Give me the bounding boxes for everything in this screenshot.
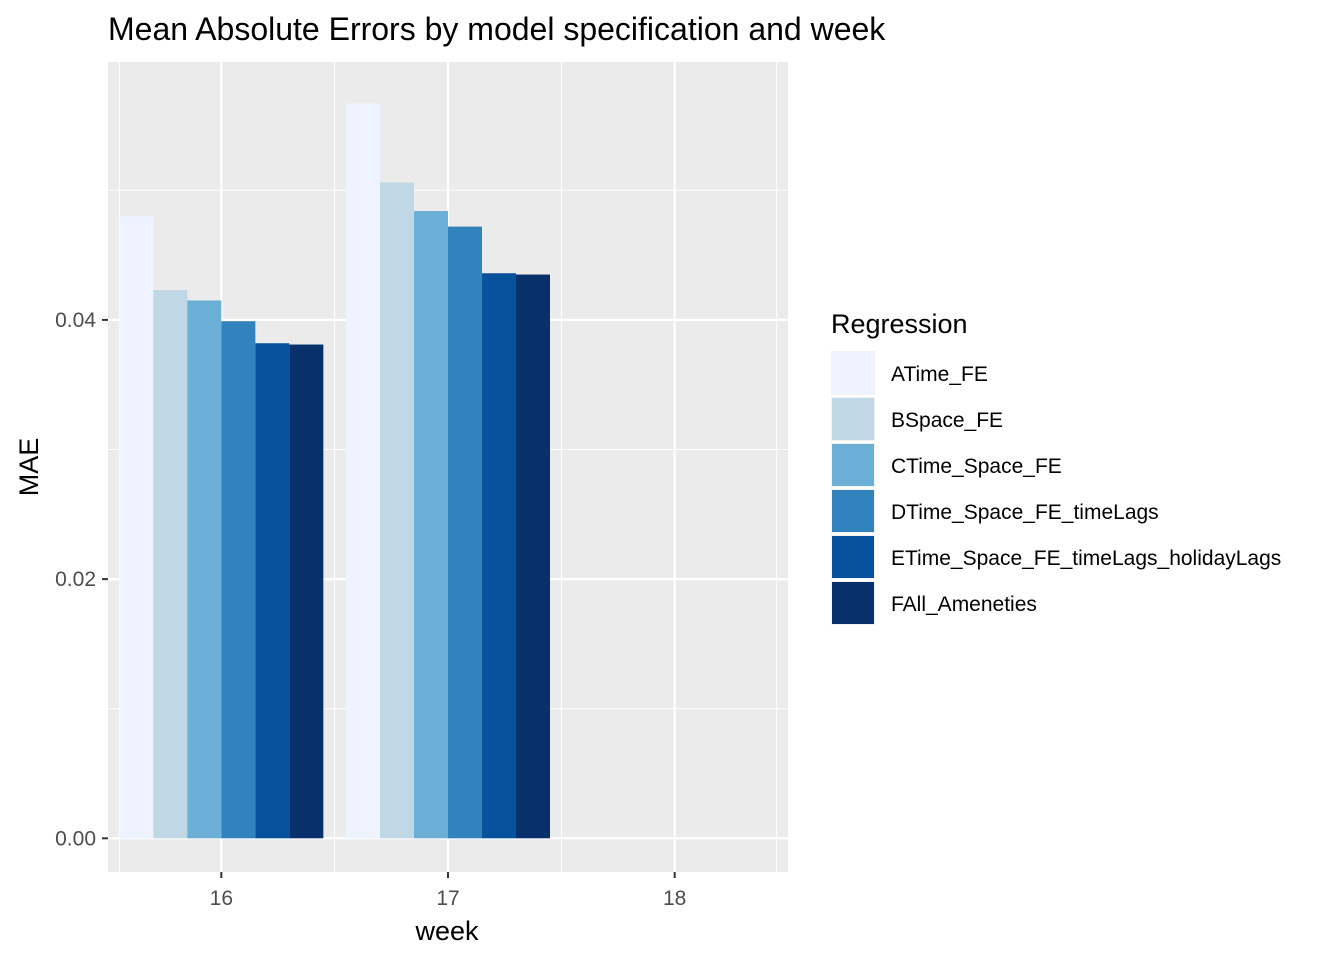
- y-axis-title: MAE: [14, 438, 44, 497]
- y-tick-label: 0.00: [55, 827, 96, 850]
- legend-label: DTime_Space_FE_timeLags: [891, 501, 1159, 524]
- chart-title: Mean Absolute Errors by model specificat…: [108, 11, 886, 47]
- x-tick-label: 18: [663, 887, 686, 910]
- legend-label: CTime_Space_FE: [891, 455, 1062, 478]
- legend-swatch: [832, 582, 874, 624]
- bars: [119, 103, 550, 839]
- y-axis: 0.00 0.02 0.04: [55, 309, 108, 850]
- x-tick-label: 16: [210, 887, 233, 910]
- bar-BSpace_FE-week-16: [153, 290, 188, 839]
- bar-FAll_Ameneties-week-17: [516, 274, 550, 839]
- bar-ETime_Space_FE_timeLags_holidayLags-week-16: [255, 343, 290, 839]
- y-tick-label: 0.02: [55, 568, 96, 591]
- legend-swatch: [832, 490, 874, 532]
- bar-ETime_Space_FE_timeLags_holidayLags-week-17: [482, 273, 516, 839]
- x-axis: 16 17 18: [210, 872, 686, 910]
- legend-title: Regression: [831, 309, 968, 339]
- bar-ATime_FE-week-16: [119, 216, 154, 839]
- legend-label: FAll_Ameneties: [891, 593, 1037, 616]
- legend-swatch: [832, 444, 874, 486]
- legend-swatch: [832, 352, 874, 394]
- bar-ATime_FE-week-17: [346, 103, 380, 839]
- legend-swatch: [832, 536, 874, 578]
- legend-label: BSpace_FE: [891, 409, 1003, 432]
- bar-BSpace_FE-week-17: [380, 182, 414, 839]
- bar-FAll_Ameneties-week-16: [289, 344, 324, 839]
- bar-DTime_Space_FE_timeLags-week-17: [448, 226, 482, 839]
- x-tick-label: 17: [436, 887, 459, 910]
- y-tick-label: 0.04: [55, 309, 96, 332]
- x-axis-title: week: [414, 916, 479, 946]
- bar-CTime_Space_FE-week-17: [414, 211, 448, 839]
- bar-DTime_Space_FE_timeLags-week-16: [221, 321, 256, 839]
- legend-label: ATime_FE: [891, 363, 988, 386]
- bar-CTime_Space_FE-week-16: [187, 300, 222, 839]
- legend: Regression ATime_FE BSpace_FE CTime_Space_…: [831, 309, 1281, 625]
- legend-label: ETime_Space_FE_timeLags_holidayLags: [891, 547, 1281, 570]
- legend-swatch: [832, 398, 874, 440]
